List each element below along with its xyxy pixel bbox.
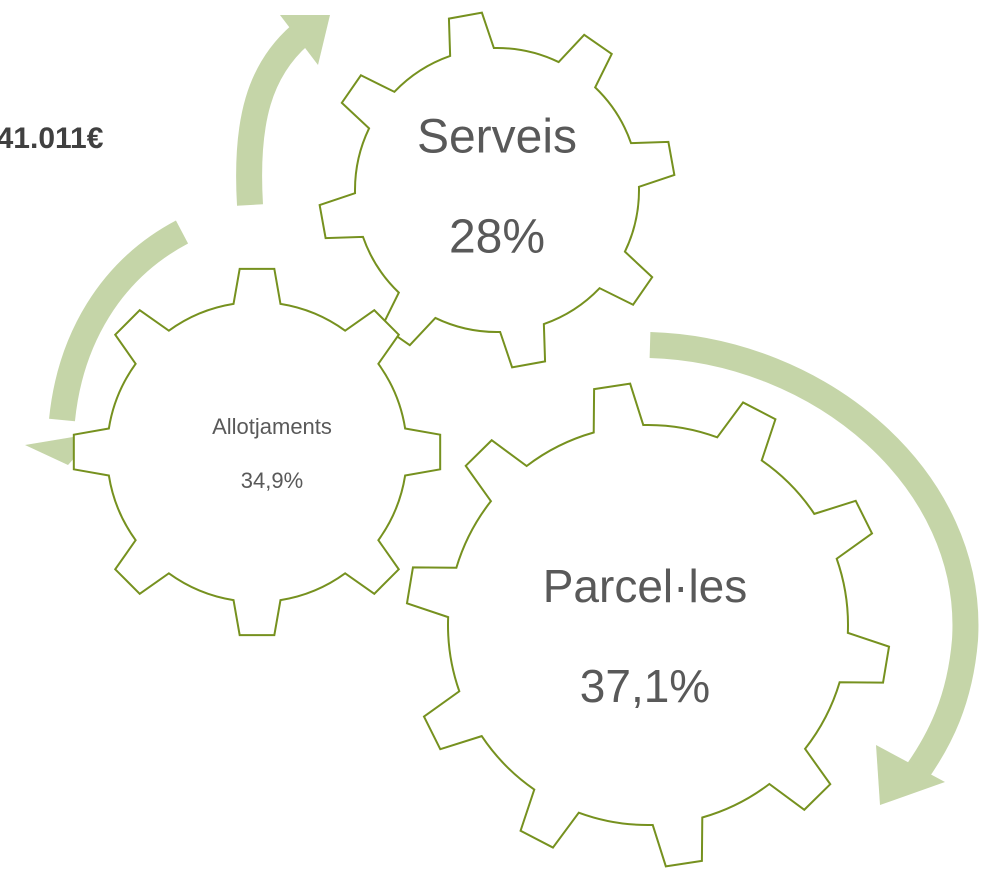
node-value: 37,1% xyxy=(580,660,710,712)
gear xyxy=(405,382,891,868)
arrow-head xyxy=(876,745,945,805)
arrow xyxy=(49,220,189,422)
gears xyxy=(72,11,891,868)
arrow xyxy=(649,332,979,783)
gear xyxy=(318,11,676,369)
node-value: 34,9% xyxy=(241,468,303,493)
arrow xyxy=(236,25,309,206)
arrow-head xyxy=(280,15,330,65)
arrows xyxy=(25,15,979,805)
title: 41.011€ xyxy=(0,122,104,155)
gear xyxy=(72,267,442,637)
node-label: Allotjaments xyxy=(212,414,332,439)
node-label: Parcel·les xyxy=(543,560,748,612)
node-label: Serveis xyxy=(417,111,577,164)
node-value: 28% xyxy=(449,211,545,264)
